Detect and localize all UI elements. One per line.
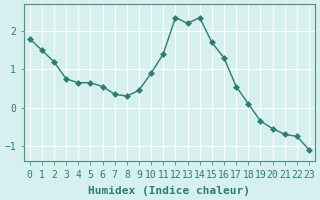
X-axis label: Humidex (Indice chaleur): Humidex (Indice chaleur) xyxy=(88,186,250,196)
